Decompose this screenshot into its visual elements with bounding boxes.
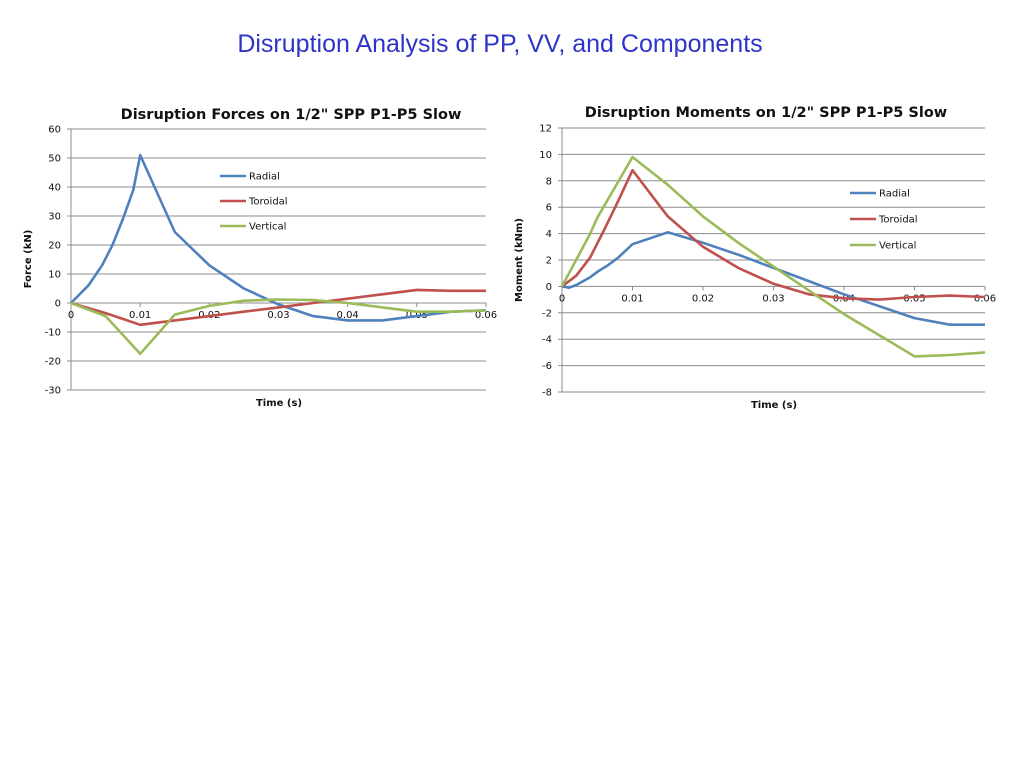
y-tick-label: 10 (539, 150, 552, 161)
y-tick-label: 30 (48, 212, 61, 223)
legend-label-radial: Radial (879, 189, 910, 200)
series-line-vertical (70, 298, 487, 356)
y-tick-label: 0 (55, 299, 61, 310)
x-tick-label: 0.01 (621, 293, 643, 304)
y-tick-label: -2 (542, 308, 552, 319)
y-tick-label: 2 (546, 256, 552, 267)
page-title: Disruption Analysis of PP, VV, and Compo… (237, 30, 763, 58)
y-tick-label: 4 (546, 229, 552, 240)
y-axis-label: Moment (kNm) (514, 218, 525, 302)
x-tick-label: 0.04 (337, 310, 359, 321)
y-tick-label: 10 (48, 270, 61, 281)
legend-label-toroidal: Toroidal (878, 215, 918, 226)
legend-label-vertical: Vertical (879, 241, 916, 252)
legend-label-toroidal: Toroidal (248, 197, 288, 208)
x-tick-label: 0.03 (762, 293, 784, 304)
y-tick-label: -6 (542, 361, 552, 372)
y-tick-label: -20 (45, 357, 61, 368)
y-tick-label: 40 (48, 183, 61, 194)
x-axis-label: Time (s) (751, 400, 797, 411)
x-tick-label: 0.02 (692, 293, 714, 304)
x-tick-label: 0.06 (475, 310, 497, 321)
x-tick-label: 0.01 (129, 310, 151, 321)
y-tick-label: -4 (542, 335, 552, 346)
moments-chart: Disruption Moments on 1/2" SPP P1-P5 Slo… (514, 105, 996, 411)
y-tick-label: 8 (546, 176, 552, 187)
series-line-radial (70, 153, 487, 322)
series-line-toroidal (70, 288, 486, 327)
x-tick-label: 0 (68, 310, 74, 321)
legend-label-radial: Radial (249, 172, 280, 183)
y-tick-label: -30 (45, 386, 61, 397)
series-line-vertical (560, 155, 986, 358)
y-tick-label: 6 (546, 203, 552, 214)
y-tick-label: 50 (48, 154, 61, 165)
y-tick-label: 0 (546, 282, 552, 293)
chart-title: Disruption Moments on 1/2" SPP P1-P5 Slo… (585, 105, 947, 121)
y-tick-label: 20 (48, 241, 61, 252)
x-axis-label: Time (s) (256, 398, 302, 409)
series-line-toroidal (561, 168, 986, 301)
x-tick-label: 0.05 (903, 293, 925, 304)
legend-label-vertical: Vertical (249, 222, 286, 233)
chart-title: Disruption Forces on 1/2" SPP P1-P5 Slow (121, 107, 462, 123)
y-axis-label: Force (kN) (23, 230, 34, 289)
series-line-radial (561, 231, 985, 326)
y-tick-label: 60 (48, 125, 61, 136)
y-tick-label: -10 (45, 328, 61, 339)
x-tick-label: 0 (559, 293, 565, 304)
y-tick-label: -8 (542, 388, 552, 399)
x-tick-label: 0.06 (974, 293, 996, 304)
forces-chart: Disruption Forces on 1/2" SPP P1-P5 Slow… (23, 107, 497, 409)
y-tick-label: 12 (539, 124, 552, 135)
x-tick-label: 0.03 (267, 310, 289, 321)
